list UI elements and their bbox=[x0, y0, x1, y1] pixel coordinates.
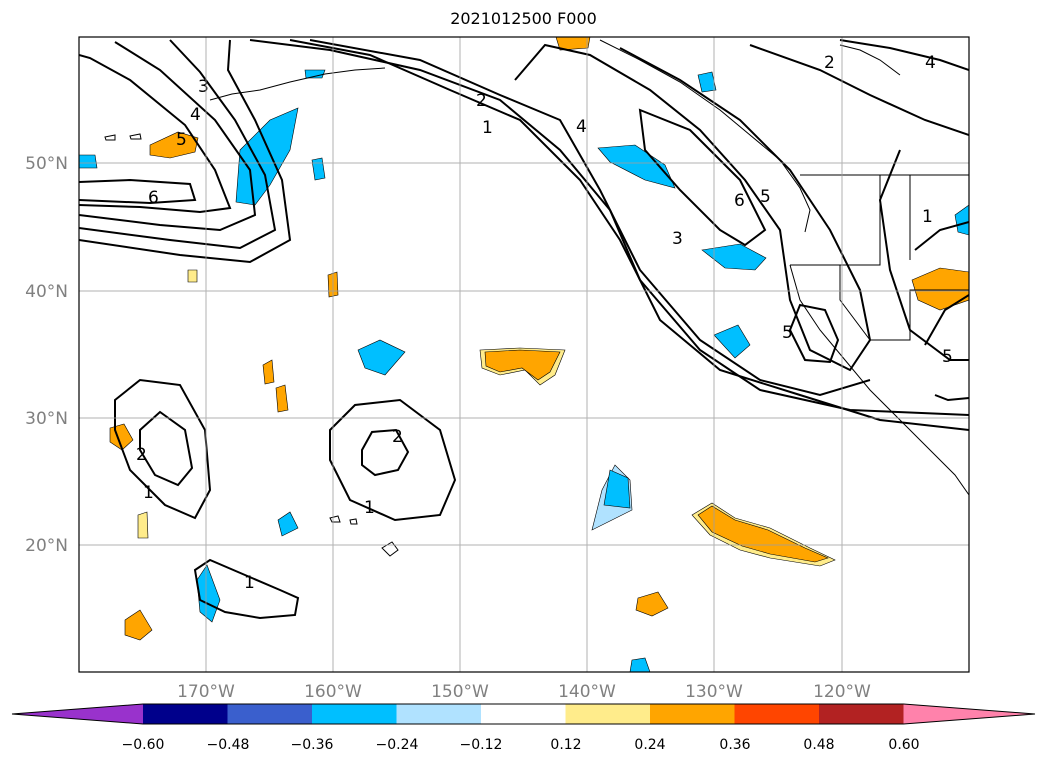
longitude-labels: 170°W 160°W 150°W 140°W 130°W 120°W bbox=[177, 682, 871, 702]
colorbar-tick-label: −0.12 bbox=[460, 737, 503, 753]
contour-lines bbox=[79, 39, 969, 620]
colorbar-tick-labels: −0.60 −0.48 −0.36 −0.24 −0.12 0.12 0.24 … bbox=[122, 737, 920, 753]
colorbar-tick-label: 0.36 bbox=[719, 737, 750, 753]
lon-label: 120°W bbox=[813, 682, 871, 702]
colorbar-cell bbox=[143, 704, 228, 724]
contour-label: 2 bbox=[476, 91, 487, 111]
colorbar-tick-label: −0.48 bbox=[207, 737, 250, 753]
contour-label: 1 bbox=[482, 118, 493, 138]
colorbar-extension-high bbox=[903, 704, 1035, 724]
lat-label: 40°N bbox=[25, 282, 68, 302]
lat-label: 30°N bbox=[25, 409, 68, 429]
colorbar-cell bbox=[565, 704, 650, 724]
map-frame bbox=[78, 36, 970, 673]
contour-label: 2 bbox=[824, 53, 835, 73]
colorbar-cell bbox=[227, 704, 312, 724]
contour-label: 3 bbox=[672, 229, 683, 249]
contour-label: 3 bbox=[198, 77, 209, 97]
colorbar-tick-label: −0.36 bbox=[291, 737, 334, 753]
contour-label: 2 bbox=[136, 445, 147, 465]
lon-label: 130°W bbox=[685, 682, 743, 702]
contour-label: 5 bbox=[942, 347, 953, 367]
lat-label: 50°N bbox=[25, 154, 68, 174]
contour-label: 1 bbox=[143, 483, 154, 503]
colorbar-cell bbox=[481, 704, 566, 724]
colorbar-cells bbox=[11, 703, 1036, 725]
gridlines bbox=[79, 37, 969, 672]
contour-label: 4 bbox=[925, 53, 936, 73]
lon-label: 150°W bbox=[431, 682, 489, 702]
colorbar-tick-label: 0.60 bbox=[888, 737, 919, 753]
colorbar-cell bbox=[312, 704, 397, 724]
contour-label: 6 bbox=[148, 188, 159, 208]
contour-label: 6 bbox=[734, 191, 745, 211]
lon-label: 170°W bbox=[177, 682, 235, 702]
colorbar-tick-label: 0.24 bbox=[634, 737, 665, 753]
contour-label: 1 bbox=[922, 207, 933, 227]
contour-label: 1 bbox=[244, 573, 255, 593]
coastlines bbox=[104, 39, 969, 557]
colorbar-cell bbox=[650, 704, 735, 724]
map-plot-area: 6 5 4 3 2 1 2 1 2 1 4 3 6 5 5 2 4 1 5 1 bbox=[79, 37, 969, 672]
colorbar-extension-low bbox=[12, 704, 143, 724]
contour-label: 4 bbox=[576, 117, 587, 137]
colorbar-cell bbox=[734, 704, 819, 724]
contour-label: 1 bbox=[364, 498, 375, 518]
shaded-fields bbox=[79, 37, 969, 672]
colorbar-tick-label: −0.24 bbox=[376, 737, 419, 753]
colorbar-tick-label: −0.60 bbox=[122, 737, 165, 753]
colorbar-outline bbox=[11, 703, 1036, 725]
colorbar-tick-label: 0.48 bbox=[803, 737, 834, 753]
colorbar-cell bbox=[396, 704, 481, 724]
contour-label: 5 bbox=[176, 130, 187, 150]
lat-label: 20°N bbox=[25, 536, 68, 556]
contour-label: 5 bbox=[782, 323, 793, 343]
lon-label: 140°W bbox=[558, 682, 616, 702]
lon-label: 160°W bbox=[304, 682, 362, 702]
contour-label: 2 bbox=[392, 427, 403, 447]
colorbar-tick-label: 0.12 bbox=[550, 737, 581, 753]
colorbar: −0.60 −0.48 −0.36 −0.24 −0.12 0.12 0.24 … bbox=[11, 703, 1036, 753]
latitude-labels: 50°N 40°N 30°N 20°N bbox=[25, 154, 68, 556]
contour-label: 4 bbox=[190, 105, 201, 125]
contour-label: 5 bbox=[760, 187, 771, 207]
map-title: 2021012500 F000 bbox=[450, 9, 597, 28]
contour-labels: 6 5 4 3 2 1 2 1 2 1 4 3 6 5 5 2 4 1 5 1 bbox=[136, 53, 953, 593]
colorbar-cell bbox=[819, 704, 904, 724]
